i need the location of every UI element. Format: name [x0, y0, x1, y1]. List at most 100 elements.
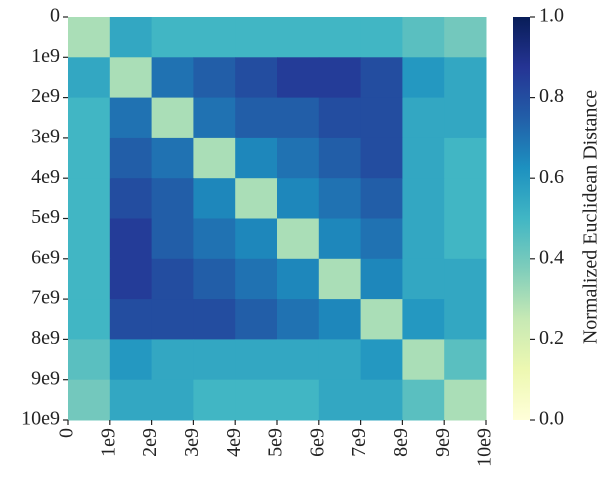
heatmap-cell [235, 339, 278, 381]
colorbar-label: Normalized Euclidean Distance [580, 90, 602, 344]
heatmap-cell [193, 137, 236, 179]
heatmap-cell [402, 258, 445, 300]
heatmap-cell [444, 137, 487, 179]
heatmap-cell [151, 379, 194, 421]
heatmap-cell [68, 379, 111, 421]
heatmap-cell [193, 299, 236, 340]
y-tick-label: 9e9 [31, 367, 60, 389]
heatmap-cell [402, 379, 445, 421]
heatmap-cell [151, 137, 194, 179]
heatmap-cell [235, 137, 278, 179]
heatmap-cell [277, 339, 320, 381]
heatmap-cell [360, 339, 403, 381]
heatmap-cell [402, 218, 445, 260]
heatmap-cell [109, 97, 153, 139]
heatmap-cell [193, 258, 236, 300]
x-tick-label: 9e9 [432, 428, 454, 457]
heatmap-cell [444, 17, 487, 58]
heatmap-cell [277, 97, 320, 139]
heatmap-cell [151, 339, 194, 381]
heatmap-cell [444, 178, 487, 219]
heatmap-cell [68, 137, 111, 179]
heatmap-cell [277, 218, 320, 260]
heatmap-cell [68, 178, 111, 219]
y-tick-label: 4e9 [31, 166, 60, 188]
x-tick-label: 6e9 [306, 428, 328, 457]
heatmap-cell [68, 57, 111, 99]
heatmap-cell [193, 379, 236, 421]
colorbar-tick-label: 0.8 [539, 85, 564, 107]
heatmap-cell [151, 258, 194, 300]
heatmap-cell [235, 57, 278, 99]
heatmap-cell [444, 379, 487, 421]
colorbar-tick-label: 0.0 [539, 408, 564, 430]
heatmap-cell [68, 218, 111, 260]
heatmap-cell [235, 17, 278, 58]
heatmap-cell [402, 17, 445, 58]
colorbar-tick-label: 0.4 [539, 246, 564, 268]
y-tick-label: 0 [50, 5, 60, 27]
heatmap-cell [318, 339, 362, 381]
heatmap-cell [360, 57, 403, 99]
heatmap-cell [318, 299, 362, 340]
heatmap-cell [109, 258, 153, 300]
heatmap-cell [402, 97, 445, 139]
y-tick-label: 8e9 [31, 327, 60, 349]
colorbar-tick-label: 0.2 [539, 327, 564, 349]
heatmap-cell [444, 97, 487, 139]
heatmap-cell [68, 17, 111, 58]
heatmap-cell [109, 57, 153, 99]
heatmap-cell [151, 17, 194, 58]
y-tick-label: 5e9 [31, 206, 60, 228]
heatmap-cell [277, 299, 320, 340]
heatmap-cell [68, 97, 111, 139]
heatmap-cell [235, 218, 278, 260]
heatmap-cell [444, 339, 487, 381]
heatmap-cell [151, 97, 194, 139]
heatmap-cell [235, 178, 278, 219]
heatmap-cell [360, 299, 403, 340]
heatmap-cell [193, 17, 236, 58]
heatmap-cell [151, 299, 194, 340]
y-tick-label: 10e9 [21, 408, 60, 430]
x-tick-label: 5e9 [265, 428, 287, 457]
heatmap-cell [109, 299, 153, 340]
heatmap-cell [68, 258, 111, 300]
heatmap-cell [151, 218, 194, 260]
heatmap-cell [318, 379, 362, 421]
heatmap-cell [444, 299, 487, 340]
x-tick-label: 4e9 [223, 428, 245, 457]
heatmap-cell [360, 97, 403, 139]
heatmap-cell [193, 178, 236, 219]
heatmap-cell [402, 57, 445, 99]
colorbar-tick-label: 1.0 [539, 5, 564, 27]
heatmap-cell [360, 178, 403, 219]
heatmap-cell [360, 17, 403, 58]
heatmap-cell [444, 258, 487, 300]
x-tick-label: 2e9 [139, 428, 161, 457]
x-tick-label: 1e9 [97, 428, 119, 457]
heatmap-cell [318, 218, 362, 260]
heatmap-cell [109, 218, 153, 260]
x-tick-label: 0 [56, 428, 78, 438]
x-tick-label: 8e9 [390, 428, 412, 457]
heatmap-cell [109, 178, 153, 219]
heatmap-cell [318, 97, 362, 139]
x-tick-label: 3e9 [181, 428, 203, 457]
heatmap-cell [277, 258, 320, 300]
heatmap-cell [318, 178, 362, 219]
heatmap-cell [318, 57, 362, 99]
heatmap-cell [235, 97, 278, 139]
heatmap-cell [151, 178, 194, 219]
heatmap-cell [277, 17, 320, 58]
heatmap-cell [402, 339, 445, 381]
y-tick-label: 2e9 [31, 85, 60, 107]
x-tick-label: 10e9 [474, 428, 496, 467]
heatmap-cell [235, 299, 278, 340]
heatmap-cell [360, 137, 403, 179]
heatmap-cell [402, 299, 445, 340]
heatmap-cell [402, 137, 445, 179]
heatmap-cell [109, 339, 153, 381]
y-tick-label: 1e9 [31, 45, 60, 67]
heatmap-cell [360, 379, 403, 421]
